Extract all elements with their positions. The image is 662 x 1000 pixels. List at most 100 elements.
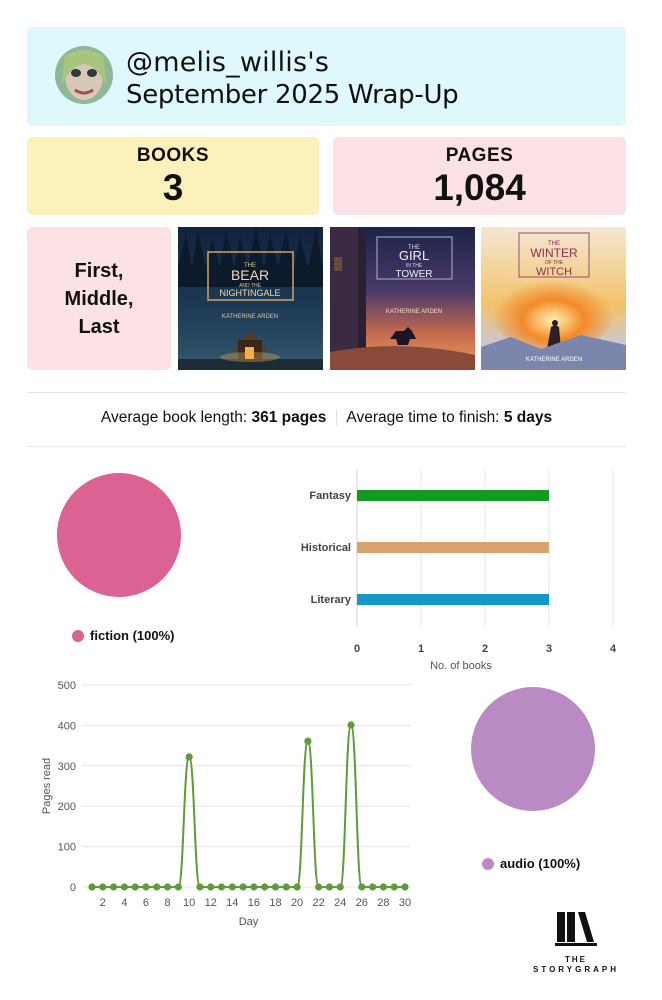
pages-read-point[interactable] bbox=[196, 883, 204, 891]
storygraph-logo[interactable]: THE STORYGRAPH bbox=[526, 910, 626, 980]
pages-read-point[interactable] bbox=[390, 883, 398, 891]
cover2-title-end: TOWER bbox=[395, 269, 432, 280]
bar-category-label: Fantasy bbox=[309, 490, 351, 502]
avg-separator bbox=[336, 409, 338, 426]
averages-row: Average book length: 361 pages Average ti… bbox=[27, 409, 626, 427]
pages-read-point[interactable] bbox=[304, 737, 312, 745]
cover2-author: KATHERINE ARDEN bbox=[386, 309, 442, 315]
fiction-legend-label: fiction (100%) bbox=[90, 628, 175, 643]
line-x-tick-label: 12 bbox=[205, 897, 217, 909]
cover1-title-sub: AND THE bbox=[239, 283, 262, 289]
cover3-title-end: WITCH bbox=[536, 266, 572, 278]
user-handle: @melis_willis's bbox=[126, 47, 330, 78]
line-y-tick-label: 400 bbox=[58, 720, 76, 732]
line-y-tick-label: 100 bbox=[58, 842, 76, 854]
bar-literary[interactable] bbox=[357, 594, 549, 605]
line-x-tick-label: 28 bbox=[377, 897, 389, 909]
avg-length-label: Average book length: bbox=[100, 409, 248, 426]
pages-read-point[interactable] bbox=[401, 883, 409, 891]
pages-read-point[interactable] bbox=[282, 883, 290, 891]
line-x-axis-label: Day bbox=[239, 916, 259, 928]
pages-read-point[interactable] bbox=[315, 883, 323, 891]
pie-slice-audio[interactable] bbox=[471, 687, 595, 811]
bar-x-tick-label: 4 bbox=[610, 643, 617, 655]
bar-historical[interactable] bbox=[357, 542, 549, 553]
pages-read-point[interactable] bbox=[271, 883, 280, 891]
bar-category-label: Literary bbox=[311, 594, 352, 606]
pages-read-point[interactable] bbox=[142, 883, 150, 891]
books-stat-card: BOOKS 3 bbox=[27, 137, 319, 215]
pages-stat-card: PAGES 1,084 bbox=[333, 137, 626, 215]
books-label: BOOKS bbox=[136, 145, 210, 166]
pages-read-point[interactable] bbox=[358, 883, 366, 891]
pie-slice-fiction[interactable] bbox=[57, 473, 181, 597]
line-x-tick-label: 14 bbox=[226, 897, 238, 909]
pages-read-point[interactable] bbox=[325, 883, 334, 891]
first-middle-last-label: First, Middle, Last bbox=[64, 259, 134, 338]
line-y-axis-label: Pages read bbox=[41, 758, 53, 814]
divider-top bbox=[27, 392, 626, 393]
divider-bottom bbox=[27, 446, 626, 447]
pages-read-point[interactable] bbox=[207, 883, 215, 891]
pages-read-point[interactable] bbox=[379, 883, 388, 891]
pages-read-point[interactable] bbox=[217, 883, 226, 891]
line-x-tick-label: 30 bbox=[399, 897, 411, 909]
line-x-tick-label: 20 bbox=[291, 897, 303, 909]
pages-read-point[interactable] bbox=[228, 883, 236, 891]
logo-line2: STORYGRAPH bbox=[532, 965, 619, 974]
audio-legend-label: audio (100%) bbox=[500, 856, 581, 871]
pages-read-point[interactable] bbox=[336, 883, 344, 891]
cover2-title-top: THE bbox=[408, 245, 420, 251]
genre-bar-chart: 0 1 2 3 4 Fantasy Historical Literary No. of boo… bbox=[301, 470, 617, 672]
audio-legend: audio (100%) bbox=[482, 856, 580, 871]
pages-read-point[interactable] bbox=[369, 883, 377, 891]
audio-legend-dot bbox=[482, 857, 494, 870]
line-x-tick-label: 4 bbox=[121, 897, 127, 909]
pages-read-point[interactable] bbox=[88, 883, 96, 891]
pages-read-point[interactable] bbox=[347, 721, 355, 729]
cover1-author: KATHERINE ARDEN bbox=[222, 314, 278, 320]
cover1-title-top: THE bbox=[244, 263, 256, 269]
pages-read-point[interactable] bbox=[99, 883, 107, 891]
pages-read-point[interactable] bbox=[174, 883, 182, 891]
bar-x-tick-label: 1 bbox=[418, 643, 424, 655]
line-y-tick-label: 500 bbox=[58, 680, 76, 692]
avg-length-value: 361 pages bbox=[251, 409, 327, 426]
avatar[interactable] bbox=[55, 46, 113, 104]
logo-line1: THE bbox=[565, 955, 587, 964]
pages-read-point[interactable] bbox=[120, 883, 128, 891]
line-x-tick-label: 16 bbox=[248, 897, 260, 909]
pages-read-point[interactable] bbox=[185, 753, 193, 761]
fiction-legend: fiction (100%) bbox=[72, 628, 175, 643]
page-title: September 2025 Wrap-Up bbox=[126, 80, 459, 110]
pages-read-point[interactable] bbox=[250, 883, 258, 891]
pages-read-point[interactable] bbox=[293, 883, 301, 891]
book-cover-bear-and-nightingale[interactable]: THE BEAR AND THE NIGHTINGALE KATHERINE A… bbox=[178, 227, 323, 370]
cover2-title-main: GIRL bbox=[399, 248, 429, 263]
line-x-tick-label: 18 bbox=[269, 897, 281, 909]
line-x-tick-label: 24 bbox=[334, 897, 346, 909]
line-x-tick-label: 26 bbox=[356, 897, 368, 909]
pages-read-point[interactable] bbox=[153, 883, 161, 891]
line-y-tick-label: 200 bbox=[58, 801, 76, 813]
pages-read-point[interactable] bbox=[109, 883, 118, 891]
bar-x-tick-label: 0 bbox=[354, 643, 360, 655]
line-x-tick-label: 2 bbox=[100, 897, 106, 909]
line-y-tick-label: 300 bbox=[58, 761, 76, 773]
pages-read-point[interactable] bbox=[261, 883, 269, 891]
pages-read-point[interactable] bbox=[239, 883, 247, 891]
cover3-title-sub: OF THE bbox=[545, 260, 564, 266]
header-card: @melis_willis's September 2025 Wrap-Up bbox=[27, 27, 626, 126]
avg-finish-value: 5 days bbox=[503, 409, 553, 426]
cover3-author: KATHERINE ARDEN bbox=[526, 357, 582, 363]
bar-fantasy[interactable] bbox=[357, 490, 549, 501]
first-middle-last-card: First, Middle, Last bbox=[27, 227, 171, 370]
book-cover-winter-of-the-witch[interactable]: THE WINTER OF THE WITCH KATHERINE ARDEN bbox=[481, 227, 626, 370]
cover2-title-sub: IN THE bbox=[406, 263, 423, 269]
pages-read-point[interactable] bbox=[131, 883, 139, 891]
books-count: 3 bbox=[162, 167, 184, 208]
pages-read-point[interactable] bbox=[163, 883, 172, 891]
cover1-title-end: NIGHTINGALE bbox=[219, 288, 280, 298]
book-cover-girl-in-the-tower[interactable]: THE GIRL IN THE TOWER KATHERINE ARDEN bbox=[330, 227, 475, 370]
